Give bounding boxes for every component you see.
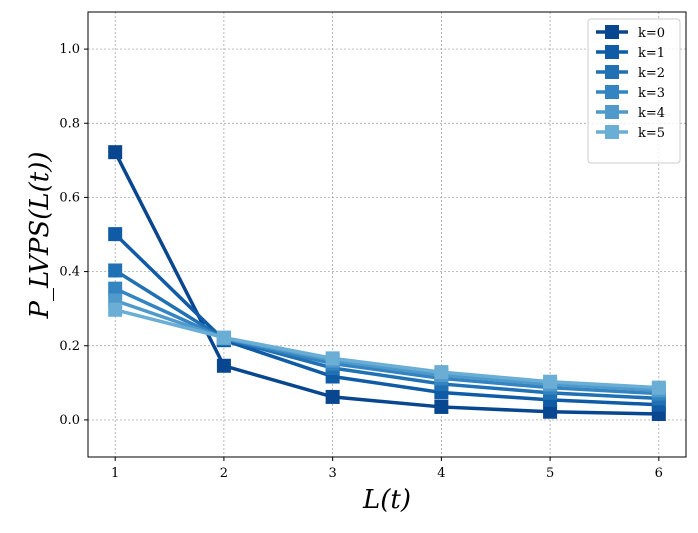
legend-label: k=0: [638, 26, 665, 41]
legend-marker: [605, 45, 619, 59]
data-point: [543, 404, 558, 419]
data-point: [434, 365, 449, 380]
legend-label: k=1: [638, 46, 665, 61]
legend-marker: [605, 65, 619, 79]
series-line: [113, 232, 659, 407]
data-point: [651, 380, 666, 395]
data-point: [216, 330, 231, 345]
data-point: [434, 399, 449, 414]
x-tick-label: 1: [111, 466, 119, 481]
x-tick-label: 3: [328, 466, 336, 481]
data-point: [216, 358, 231, 373]
series-line: [114, 268, 659, 401]
y-tick-label: 1.0: [59, 42, 80, 57]
y-tick-label: 0.4: [59, 265, 80, 280]
data-point: [108, 302, 123, 317]
series-k=0: [108, 145, 666, 421]
data-point: [108, 145, 123, 160]
ticks: 1 2 3 4 5 6 0.0 0.2 0.4 0.6 0.8 1.0: [59, 42, 663, 481]
y-tick-label: 0.0: [59, 413, 80, 428]
series-line: [114, 308, 659, 390]
y-tick-label: 0.2: [59, 339, 80, 354]
legend-label: k=2: [638, 66, 665, 81]
x-tick-label: 2: [220, 466, 228, 481]
data-point: [325, 351, 340, 366]
legend-marker: [605, 25, 619, 39]
series-line: [114, 287, 659, 396]
legend: k=0 k=1 k=2 k=3 k=4 k=5: [587, 18, 681, 164]
legend-marker: [605, 85, 619, 99]
legend-marker: [605, 105, 619, 119]
data-point: [108, 227, 123, 242]
plot-frame: [87, 11, 687, 458]
series-k=5: [108, 302, 666, 395]
x-tick-label: 5: [546, 466, 554, 481]
y-axis-label: P_LVPS(L(t)): [25, 151, 55, 319]
data-point: [108, 263, 123, 278]
x-tick-label: 6: [655, 466, 663, 481]
data-point: [325, 389, 340, 404]
legend-label: k=4: [638, 106, 665, 121]
x-tick-label: 4: [437, 466, 445, 481]
y-tick-label: 0.8: [59, 116, 80, 131]
legend-label: k=5: [638, 126, 665, 141]
y-tick-label: 0.6: [59, 190, 80, 205]
legend-label: k=3: [638, 86, 665, 101]
series-group: [108, 145, 666, 421]
data-point: [108, 281, 123, 296]
legend-marker: [605, 125, 619, 139]
x-axis-label: L(t): [362, 485, 411, 515]
data-point: [543, 374, 558, 389]
